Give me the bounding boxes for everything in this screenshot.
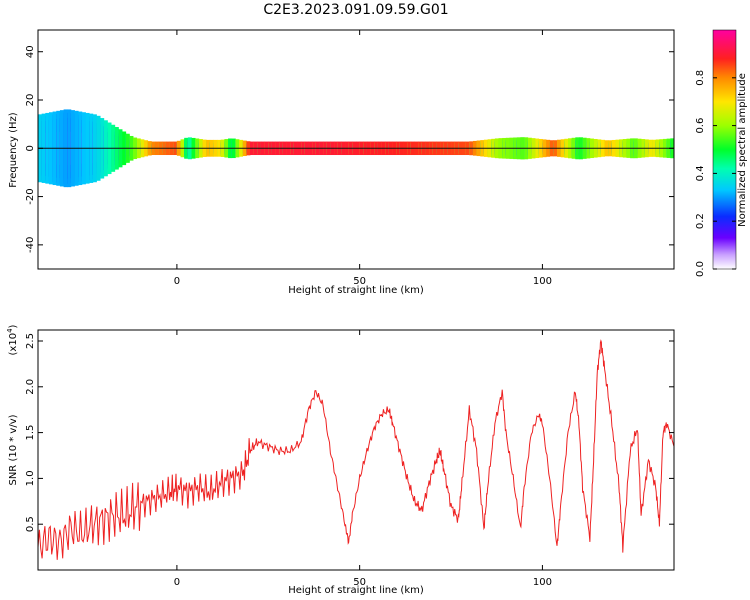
spectrogram-y-tick-label: -20 (25, 188, 36, 204)
spectrogram-y-axis-label: Frequency (Hz) (8, 112, 19, 188)
snr-y-tick-label: 1.0 (25, 470, 36, 486)
snr-frame (37, 329, 675, 571)
snr-multiplier-suffix: ) (8, 324, 19, 328)
spectrogram-x-axis-label: Height of straight line (km) (288, 285, 424, 296)
snr-y-axis-label: SNR (10 * v/v) (8, 414, 19, 485)
snr-x-ticks: 0 50 100 (174, 330, 552, 588)
colorbar-tick-label: 0.4 (695, 165, 706, 181)
colorbar-tick-label: 0.6 (695, 118, 706, 134)
snr-background (38, 330, 674, 570)
spectrogram-frame (37, 29, 675, 270)
spectrogram-x-tick-label: 100 (533, 276, 552, 287)
snr-y-ticks: 0.5 1.0 1.5 2.0 2.5 (25, 333, 674, 532)
colorbar-ticks: 0.0 0.2 0.4 0.6 0.8 (695, 70, 736, 277)
snr-x-tick-label: 100 (533, 577, 552, 588)
snr-panel: 0 50 100 0.5 1.0 1.5 2.0 2.5 Height of straigh… (6, 324, 675, 596)
colorbar-tick-label: 0.2 (695, 213, 706, 229)
spectrogram-y-tick-label: 20 (25, 94, 36, 107)
snr-x-tick-label: 0 (174, 577, 180, 588)
spectrogram-y-ticks: 40 20 0 -20 -40 (25, 45, 674, 253)
spectrogram-x-ticks: 0 50 100 (174, 30, 552, 287)
snr-series-line (38, 339, 674, 560)
snr-x-tick-label: 50 (353, 577, 366, 588)
snr-multiplier-exponent: 4 (6, 328, 14, 333)
colorbar-gradient (712, 29, 737, 270)
snr-y-tick-label: 2.5 (25, 333, 36, 349)
colorbar: 0.0 0.2 0.4 0.6 0.8 Normalized spectral ampl… (695, 29, 748, 277)
snr-multiplier-label: (x104) (6, 324, 19, 355)
colorbar-tick-label: 0.8 (695, 70, 706, 86)
spectrogram-panel: 0 50 100 40 20 0 -20 -40 Height of straight li… (8, 29, 675, 296)
spectrogram-y-tick-label: 0 (25, 145, 36, 151)
colorbar-label: Normalized spectral amplitude (737, 73, 748, 227)
snr-y-tick-label: 2.0 (25, 379, 36, 395)
colorbar-tick-label: 0.0 (695, 261, 706, 277)
snr-x-axis-label: Height of straight line (km) (288, 585, 424, 596)
snr-multiplier-prefix: (x10 (8, 333, 19, 356)
snr-y-tick-label: 1.5 (25, 425, 36, 441)
snr-y-tick-label: 0.5 (25, 516, 36, 532)
chart-title: C2E3.2023.091.09.59.G01 (263, 2, 448, 18)
spectrogram-x-tick-label: 50 (353, 276, 366, 287)
spectrogram-y-tick-label: 40 (25, 45, 36, 58)
spectrogram-x-tick-label: 0 (174, 276, 180, 287)
spectrogram-y-tick-label: -40 (25, 237, 36, 253)
